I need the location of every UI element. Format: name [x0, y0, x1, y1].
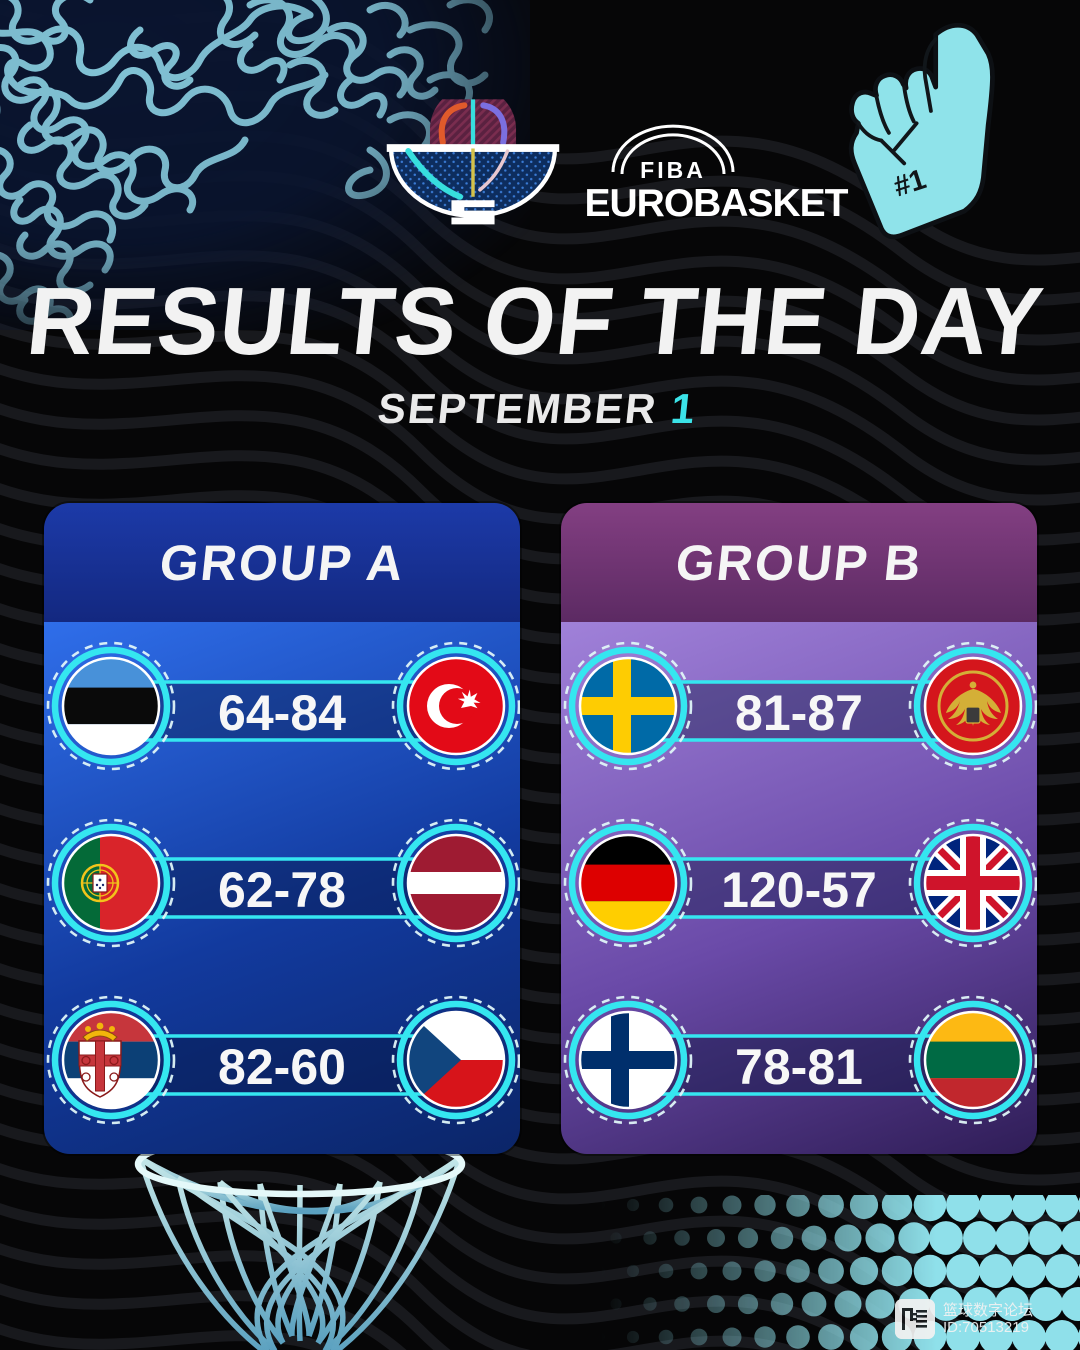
svg-text:62-78: 62-78 — [218, 862, 346, 918]
svg-text:120-57: 120-57 — [721, 862, 877, 918]
svg-text:FIBA: FIBA — [640, 157, 706, 183]
svg-text:82-60: 82-60 — [218, 1039, 346, 1095]
svg-text:64-84: 64-84 — [218, 685, 346, 741]
svg-text:EUROBASKET: EUROBASKET — [584, 182, 848, 222]
svg-text:78-81: 78-81 — [735, 1039, 863, 1095]
svg-text:81-87: 81-87 — [735, 685, 863, 741]
